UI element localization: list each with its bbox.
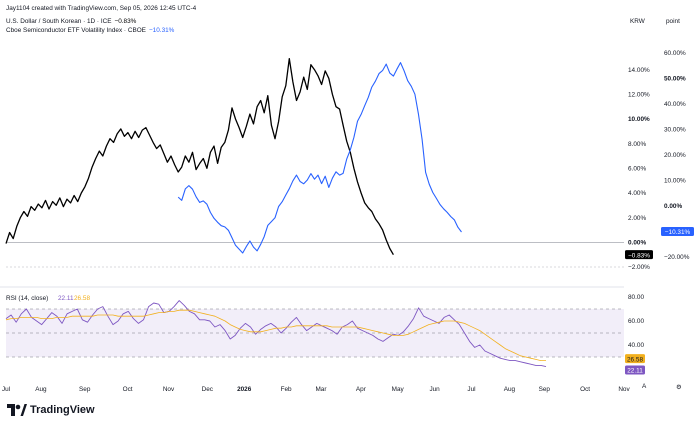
- right-scale-title: point: [666, 18, 680, 25]
- rsi-legend-label: RSI (14, close): [6, 295, 48, 302]
- rsi-legend-value: 22.11: [58, 295, 74, 302]
- krw-tick-label: 4.00%: [628, 190, 646, 197]
- point-tick-label: 40.00%: [664, 101, 686, 108]
- krw-tick-label: 10.00%: [628, 116, 650, 123]
- vxsox-line: [177, 62, 462, 254]
- time-tick-label: Apr: [356, 386, 367, 393]
- point-tick-label: 10.00%: [664, 177, 686, 184]
- time-tick-label: Nov: [163, 386, 175, 393]
- time-tick-label: Aug: [35, 386, 47, 393]
- krw-tick-label: 6.00%: [628, 166, 646, 173]
- time-tick-label: Aug: [504, 386, 516, 393]
- rsi-last-badge: 22.11: [627, 368, 643, 375]
- vxsox-last-badge-bg: [661, 227, 694, 237]
- last-value-badges: −0.83% −10.31% 26.58 22.11: [625, 227, 694, 375]
- time-tick-label: May: [392, 386, 405, 393]
- vxsox-last-badge: −10.31%: [665, 229, 691, 236]
- time-tick-label: Feb: [281, 386, 292, 393]
- time-tick-label: Jul: [2, 386, 10, 393]
- rsi-band: [6, 308, 624, 358]
- legend-vxsox-change: −10.31%: [148, 27, 175, 34]
- rsi-series: [5, 300, 547, 368]
- time-tick-label: Mar: [315, 386, 327, 393]
- time-tick-label: Dec: [202, 386, 214, 393]
- auto-scale-button[interactable]: A: [642, 383, 647, 390]
- left-scale-title: KRW: [630, 18, 645, 25]
- time-tick-label: Nov: [618, 386, 630, 393]
- time-tick-label: Sep: [79, 386, 91, 393]
- rsi-axis[interactable]: 80.00 60.00 40.00: [628, 294, 644, 349]
- tradingview-logo-icon: [7, 404, 27, 416]
- point-tick-label: 60.00%: [664, 50, 686, 57]
- time-tick-label: Oct: [580, 386, 590, 393]
- rsi-tick-label: 80.00: [628, 294, 644, 301]
- time-tick-label: Sep: [539, 386, 551, 393]
- time-tick-label: 2026: [237, 386, 252, 393]
- krw-tick-label: 2.00%: [628, 215, 646, 222]
- rsi-last-badge-bg: [625, 365, 645, 375]
- chart-credit: Jay1104 created with TradingView.com, Se…: [6, 5, 197, 12]
- rsi-tick-label: 40.00: [628, 342, 644, 349]
- krw-tick-label: 14.00%: [628, 67, 650, 74]
- legend-usdkrw[interactable]: U.S. Dollar / South Korean · 1D · ICE −0.…: [6, 18, 136, 25]
- point-tick-label: 0.00%: [664, 203, 682, 210]
- krw-tick-label: −2.00%: [628, 264, 650, 271]
- price-grid: [0, 242, 624, 288]
- legend-usdkrw-change: −0.83%: [114, 18, 137, 25]
- time-tick-label: Oct: [123, 386, 133, 393]
- point-tick-label: 20.00%: [664, 152, 686, 159]
- legend-usdkrw-name: U.S. Dollar / South Korean · 1D · ICE: [6, 18, 112, 25]
- tradingview-logo[interactable]: TradingView: [7, 404, 95, 416]
- time-tick-label: Jul: [467, 386, 475, 393]
- rsi-ma-badge: 26.58: [627, 356, 643, 363]
- usdkrw-last-badge-bg: [625, 250, 653, 260]
- rsi-legend[interactable]: RSI (14, close) 22.11 26.58: [6, 295, 90, 302]
- price-series: [5, 57, 462, 256]
- rsi-ma-line: [5, 309, 546, 362]
- legend-vxsox-name: Cboe Semiconductor ETF Volatility Index …: [6, 27, 146, 34]
- point-tick-label: 50.00%: [664, 75, 686, 82]
- settings-gear-icon[interactable]: ⚙: [676, 384, 682, 391]
- rsi-tick-label: 60.00: [628, 318, 644, 325]
- krw-tick-label: 0.00%: [628, 240, 646, 247]
- time-axis[interactable]: Jul Aug Sep Oct Nov Dec 2026 Feb Mar Apr May Jun Jul…: [2, 386, 631, 393]
- rsi-legend-ma-value: 26.58: [74, 295, 90, 302]
- rsi-ma-badge-bg: [625, 354, 645, 364]
- time-tick-label: Jun: [429, 386, 440, 393]
- point-tick-label: 30.00%: [664, 126, 686, 133]
- krw-tick-label: 12.00%: [628, 92, 650, 99]
- usdkrw-last-badge: −0.83%: [628, 252, 650, 259]
- tradingview-logo-text: TradingView: [30, 404, 95, 416]
- point-tick-label: −20.00%: [664, 254, 690, 261]
- krw-axis[interactable]: 14.00% 12.00% 10.00% 8.00% 6.00% 4.00% 2.00% 0.…: [628, 67, 650, 271]
- usdkrw-line: [5, 57, 394, 256]
- krw-tick-label: 8.00%: [628, 141, 646, 148]
- legend-vxsox[interactable]: Cboe Semiconductor ETF Volatility Index …: [6, 27, 174, 34]
